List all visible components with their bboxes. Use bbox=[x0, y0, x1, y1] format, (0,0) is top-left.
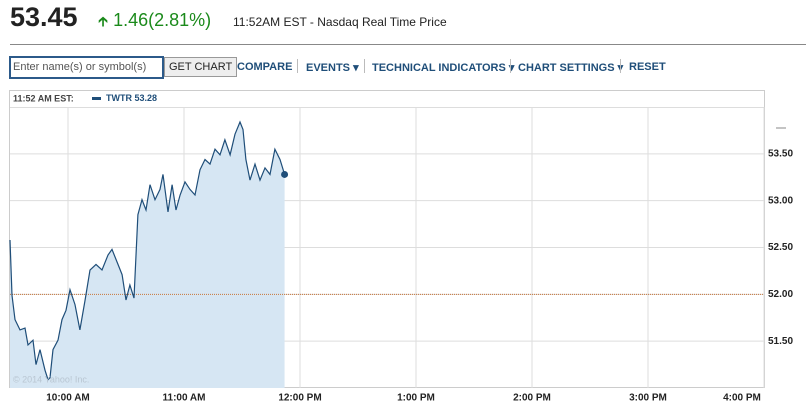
last-point bbox=[281, 170, 289, 178]
y-tick-label: 53.50 bbox=[768, 148, 793, 159]
get-chart-button[interactable]: GET CHART bbox=[164, 57, 238, 77]
copyright: © 2014 Yahoo! Inc. bbox=[13, 374, 89, 384]
price-line bbox=[9, 120, 286, 381]
chart-header: 11:52 AM EST: bbox=[13, 93, 74, 103]
divider bbox=[10, 44, 806, 45]
area bbox=[10, 122, 285, 388]
change-percent: (2.81%) bbox=[148, 10, 212, 30]
reset-link[interactable]: RESET bbox=[629, 61, 666, 73]
x-tick-label: 11:00 AM bbox=[163, 393, 206, 404]
separator bbox=[297, 59, 298, 73]
events-link[interactable]: EVENTS ▾ bbox=[306, 62, 359, 74]
x-tick-label: 1:00 PM bbox=[397, 393, 435, 404]
y-tick-label: 53.00 bbox=[768, 195, 793, 206]
search-input[interactable]: Enter name(s) or symbol(s) bbox=[9, 56, 164, 79]
x-tick-label: 2:00 PM bbox=[513, 393, 551, 404]
legend-entry: TWTR 53.28 bbox=[106, 93, 157, 103]
y-tick-label: 51.50 bbox=[768, 336, 793, 347]
x-tick-label: 10:00 AM bbox=[46, 393, 90, 404]
label: EVENTS bbox=[306, 62, 351, 74]
change-value: 1.46 bbox=[113, 10, 149, 30]
legend-value: 53.28 bbox=[135, 93, 158, 103]
separator bbox=[364, 59, 365, 73]
price: 53.45 bbox=[10, 2, 78, 32]
label: TECHNICAL INDICATORS bbox=[372, 62, 506, 74]
x-tick-label: 3:00 PM bbox=[629, 393, 667, 404]
compare-link[interactable]: COMPARE bbox=[237, 61, 293, 73]
legend-name: TWTR bbox=[106, 93, 132, 103]
legend-swatch bbox=[92, 97, 101, 100]
indicators-link[interactable]: TECHNICAL INDICATORS ▾ bbox=[372, 62, 515, 74]
label: CHART SETTINGS bbox=[518, 62, 615, 74]
change: 🡱 1.46(2.81%) bbox=[98, 10, 211, 35]
separator bbox=[620, 59, 621, 73]
x-tick-label: 4:00 PM bbox=[723, 393, 761, 404]
y-tick-label: 52.00 bbox=[768, 289, 793, 300]
y-tick-label: 52.50 bbox=[768, 242, 793, 253]
up-arrow: 🡱 bbox=[98, 13, 109, 29]
timestamp: 11:52AM EST - Nasdaq Real Time Price bbox=[233, 15, 447, 29]
separator bbox=[510, 59, 511, 73]
x-tick-label: 12:00 PM bbox=[278, 393, 321, 404]
